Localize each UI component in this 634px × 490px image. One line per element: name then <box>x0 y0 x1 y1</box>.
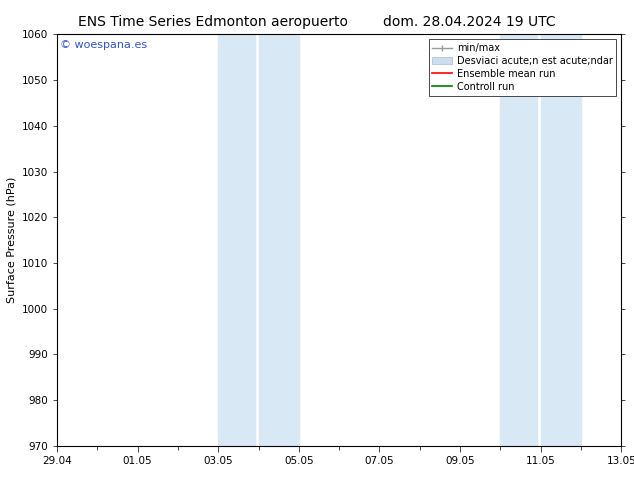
Legend: min/max, Desviaci acute;n est acute;ndar, Ensemble mean run, Controll run: min/max, Desviaci acute;n est acute;ndar… <box>429 39 616 96</box>
Bar <box>541 34 581 446</box>
Text: © woespana.es: © woespana.es <box>60 41 147 50</box>
Bar <box>259 34 299 446</box>
Y-axis label: Surface Pressure (hPa): Surface Pressure (hPa) <box>6 177 16 303</box>
Bar <box>218 34 254 446</box>
Text: ENS Time Series Edmonton aeropuerto        dom. 28.04.2024 19 UTC: ENS Time Series Edmonton aeropuerto dom.… <box>78 15 556 29</box>
Bar <box>500 34 536 446</box>
